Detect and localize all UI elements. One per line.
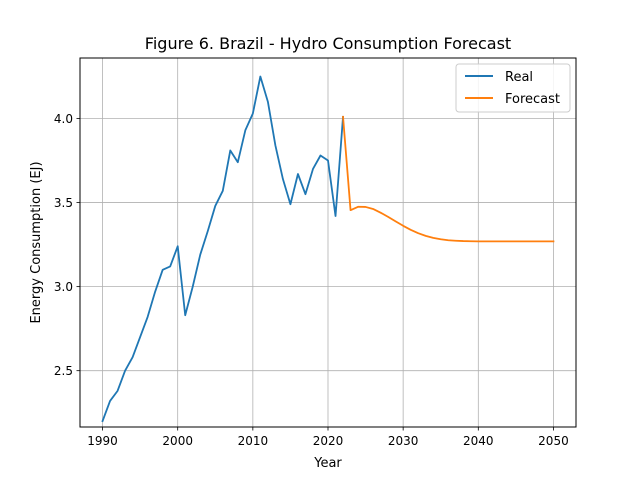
x-tick-label: 2030 xyxy=(388,434,419,448)
chart-title: Figure 6. Brazil - Hydro Consumption For… xyxy=(145,34,511,53)
x-tick-label: 2050 xyxy=(538,434,569,448)
legend-label-forecast: Forecast xyxy=(505,92,560,107)
y-tick-label: 3.5 xyxy=(54,196,73,210)
y-tick-label: 2.5 xyxy=(54,364,73,378)
series-line-real xyxy=(101,75,344,423)
series-layer xyxy=(101,75,555,423)
series-line-forecast xyxy=(342,115,555,243)
y-tick-label: 4.0 xyxy=(54,112,73,126)
legend-label-real: Real xyxy=(505,70,533,85)
x-tick-label: 2010 xyxy=(238,434,269,448)
x-tick-label: 2000 xyxy=(162,434,193,448)
x-tick-label: 1990 xyxy=(87,434,118,448)
axis-ticks: 1990 2000 2010 2020 2030 2040 2050 2.5 3.0 3.5 4.0 xyxy=(54,112,569,448)
grid-lines xyxy=(80,58,576,427)
y-tick-label: 3.0 xyxy=(54,280,73,294)
x-tick-label: 2020 xyxy=(313,434,344,448)
x-tick-label: 2040 xyxy=(463,434,494,448)
x-axis-label: Year xyxy=(313,456,342,471)
legend: Real Forecast xyxy=(455,63,571,113)
y-axis-label: Energy Consumption (EJ) xyxy=(29,161,44,323)
